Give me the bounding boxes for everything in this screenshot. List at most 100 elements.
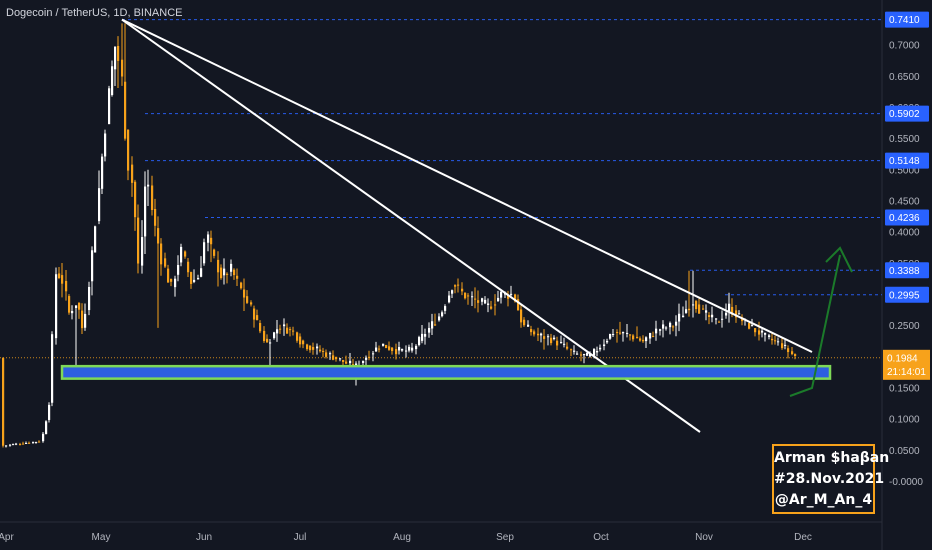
candle-body [448,295,451,303]
candle [494,294,497,316]
candle-body [662,324,665,329]
candle-body [481,298,484,302]
candle [415,344,418,355]
candle [771,333,774,345]
candle-body [725,312,728,316]
candle [51,331,54,407]
candle [259,320,262,334]
candle [675,315,678,337]
candle [65,270,68,301]
candle [349,353,352,366]
candle [444,304,447,315]
candle [718,320,721,323]
candle [451,289,454,298]
candle-body [355,363,358,366]
candle [454,284,457,294]
candle [457,278,460,293]
candle-body [639,338,642,341]
candle [12,443,15,446]
candle-body [81,310,84,329]
candle-body [319,349,322,352]
candle [398,341,401,355]
candle [408,344,411,353]
candle-body [223,268,226,276]
candle-body [306,344,309,350]
candle-body [751,325,754,327]
candle-body [345,361,348,364]
candle-body [339,358,342,360]
candle-body [55,274,58,339]
candle-body [731,306,734,315]
candle-body [438,316,441,321]
candle [78,302,81,319]
candle [197,274,200,280]
candle [22,441,25,445]
price-tick-label: 0.2500 [889,321,920,332]
candle [160,238,163,276]
candle-body [418,337,421,345]
candle [428,322,431,338]
candle [682,306,685,318]
candle [382,343,385,347]
price-level-badge [885,262,929,279]
candle-body [708,315,711,317]
projection-arrow [789,246,853,397]
candle-body [75,305,78,309]
candle [642,335,645,343]
candle-body [246,296,249,303]
candle-body [190,272,193,284]
candle [665,326,668,331]
candle-body [573,350,576,352]
candle-body [721,318,724,320]
candle [269,338,272,368]
candle [84,303,87,331]
candle [378,345,381,353]
candle [240,281,243,290]
candle [540,332,543,343]
candle-body [580,354,583,356]
candle [791,347,794,356]
candle-body [543,336,546,339]
candle-body [695,301,698,310]
candle-body [38,441,41,443]
candle [9,444,12,447]
candle-body [547,336,550,338]
candle-body [61,275,64,284]
candle-body [411,347,414,351]
price-tick-label: 0.7000 [889,41,920,52]
candle [629,333,632,341]
candle [431,313,434,335]
candle-body [761,330,764,333]
candle-body [243,289,246,298]
candle-body [774,340,777,342]
candle [375,341,378,352]
candle-body [269,342,272,344]
candle-body [378,348,381,350]
candle-body [154,209,157,226]
candle-body [735,310,738,318]
candle-body [2,358,5,446]
candle [94,225,97,253]
candle [781,337,784,350]
price-level-label: 0.3388 [889,266,920,277]
price-level-label: 0.5902 [889,109,920,120]
candle-body [408,346,411,351]
candle-body [299,336,302,345]
candle [768,333,771,340]
candle-body [794,354,797,357]
candle [104,129,107,162]
candle [421,325,424,344]
candle [497,290,500,303]
price-tick-label: 0.4000 [889,228,920,239]
price-tick-label: 0.1000 [889,415,920,426]
candle-body [365,357,368,360]
candle-body [474,298,477,300]
candle-body [428,327,431,333]
candle [461,282,464,296]
candle-body [309,345,312,351]
candle [616,329,619,343]
candle-body [180,246,183,263]
candle-body [127,129,130,171]
candle [711,306,714,323]
